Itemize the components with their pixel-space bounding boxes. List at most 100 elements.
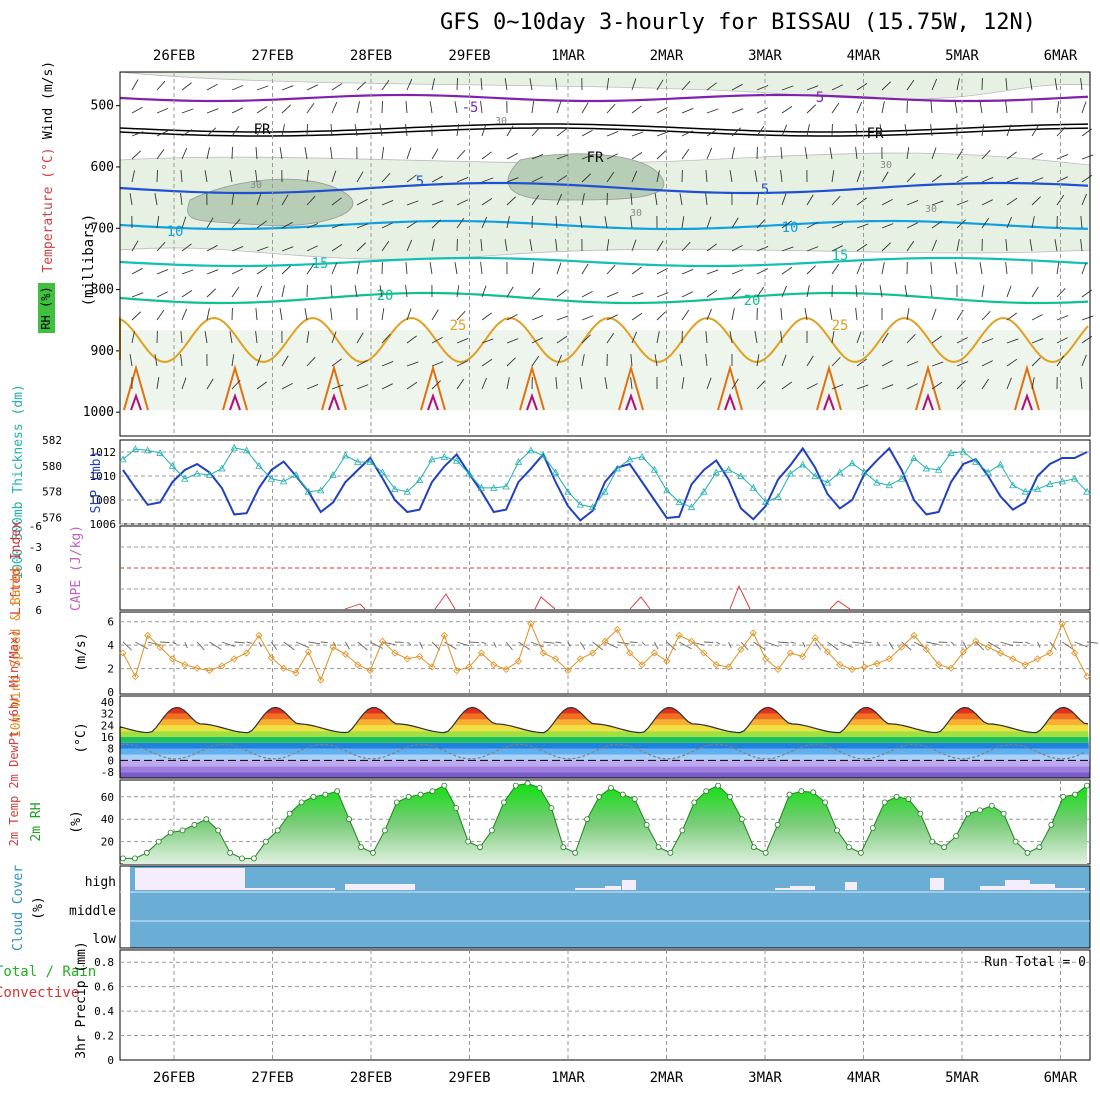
wind-barb	[856, 170, 862, 183]
wind10-marker	[329, 643, 337, 651]
wind-barb	[456, 149, 466, 160]
wind-barb	[931, 239, 937, 252]
wind-barb	[930, 124, 933, 137]
wind10-marker	[613, 626, 621, 634]
wind-barb	[931, 335, 942, 344]
wind10-barb	[419, 641, 424, 649]
wind-barb	[281, 104, 292, 114]
wind-barb	[206, 83, 218, 91]
wind-barb	[481, 216, 488, 229]
wind10-marker	[527, 620, 535, 628]
rh-marker	[965, 810, 971, 817]
rh-marker	[120, 855, 126, 862]
thickness-marker	[873, 478, 881, 486]
rh-marker	[1000, 810, 1007, 817]
date-label-bottom: 3MAR	[748, 1070, 782, 1086]
wind-barb	[654, 354, 658, 367]
wind10-barb	[888, 641, 894, 650]
wind-barb	[456, 77, 458, 91]
rh-marker	[453, 805, 460, 811]
wind-barb	[555, 216, 558, 229]
wind-barb	[804, 308, 808, 321]
wind-barb	[381, 79, 390, 91]
wind-barb	[506, 377, 510, 390]
isotherm-label: 15	[832, 248, 849, 264]
cape-spike	[629, 596, 651, 610]
wind-barb	[631, 170, 638, 183]
wind-barb	[806, 124, 810, 137]
rh-marker	[679, 827, 686, 834]
date-label-bottom: 6MAR	[1044, 1070, 1078, 1086]
thickness-marker	[440, 452, 449, 460]
wind10-marker	[885, 655, 893, 663]
wind10-barb	[1086, 641, 1099, 644]
rh-shade-2	[119, 71, 1091, 100]
wind10-barb	[172, 641, 177, 645]
wind-barb	[531, 153, 544, 160]
li-tick-label: -6	[29, 520, 42, 533]
wind-barb	[1006, 338, 1019, 344]
wind-barb	[456, 378, 465, 390]
slp-tick-label: 1012	[90, 446, 117, 459]
temp-band	[120, 748, 1090, 755]
wind-barb	[780, 170, 783, 183]
wind-barb	[1031, 177, 1044, 183]
wind-barb	[581, 129, 593, 137]
rh-marker	[500, 799, 507, 806]
wind-barb	[156, 107, 169, 114]
wind10-barb	[283, 641, 295, 651]
rh-marker	[262, 838, 269, 845]
wind-barb	[405, 124, 408, 137]
isotherm-30	[519, 364, 545, 411]
thickness-marker	[588, 503, 597, 511]
wind-barb	[181, 308, 188, 321]
pressure-tick-label: 1000	[83, 405, 114, 420]
rh-marker	[489, 827, 495, 834]
thickness-marker	[267, 474, 275, 482]
thickness-marker	[935, 465, 943, 473]
rh-marker	[405, 793, 412, 800]
wind-barb	[281, 246, 294, 252]
wind-barb	[331, 101, 338, 114]
rh-marker	[1048, 821, 1055, 828]
chart-title: GFS 0~10day 3-hourly for BISSAU (15.75W,…	[440, 10, 1037, 35]
freezing-line	[119, 123, 1089, 133]
thickness-marker	[354, 458, 362, 465]
wind10-barb	[1000, 641, 1014, 647]
wind-barb	[481, 358, 493, 367]
rh-marker	[929, 838, 936, 845]
temp-band	[120, 707, 1090, 708]
wind-barb	[604, 377, 608, 390]
wind-barb	[154, 354, 158, 367]
temp-band	[120, 742, 1090, 749]
rh-marker	[667, 849, 674, 856]
thickness-marker	[848, 459, 856, 467]
rh-marker	[584, 816, 591, 823]
wind-barb	[781, 246, 794, 252]
isotherm-20	[119, 291, 1089, 305]
wind-barb	[981, 285, 985, 298]
thickness-marker	[144, 446, 152, 454]
wind-barb	[979, 262, 983, 275]
wind-barb	[731, 147, 735, 160]
isotherm-35	[1021, 393, 1033, 411]
wind-barb	[706, 243, 717, 252]
rh-marker	[143, 849, 150, 856]
wind-barb	[681, 107, 694, 114]
wind10-marker	[860, 663, 869, 671]
wind-barb	[131, 79, 139, 91]
freezing-line-2	[119, 127, 1089, 137]
wind10-barb	[777, 641, 789, 644]
rh-marker	[417, 791, 424, 798]
li-tick-label: -3	[29, 541, 42, 554]
wind10-barb	[246, 641, 253, 644]
wind-barb	[1081, 154, 1094, 160]
wind-barb	[930, 262, 933, 275]
date-label-top: 26FEB	[153, 48, 195, 64]
wind-barb	[256, 246, 269, 252]
cloud-level-label: low	[93, 932, 117, 947]
wind10-marker	[551, 655, 560, 663]
wind-barb	[856, 83, 868, 91]
temp-band	[120, 754, 1090, 761]
wind-barb	[456, 199, 468, 206]
